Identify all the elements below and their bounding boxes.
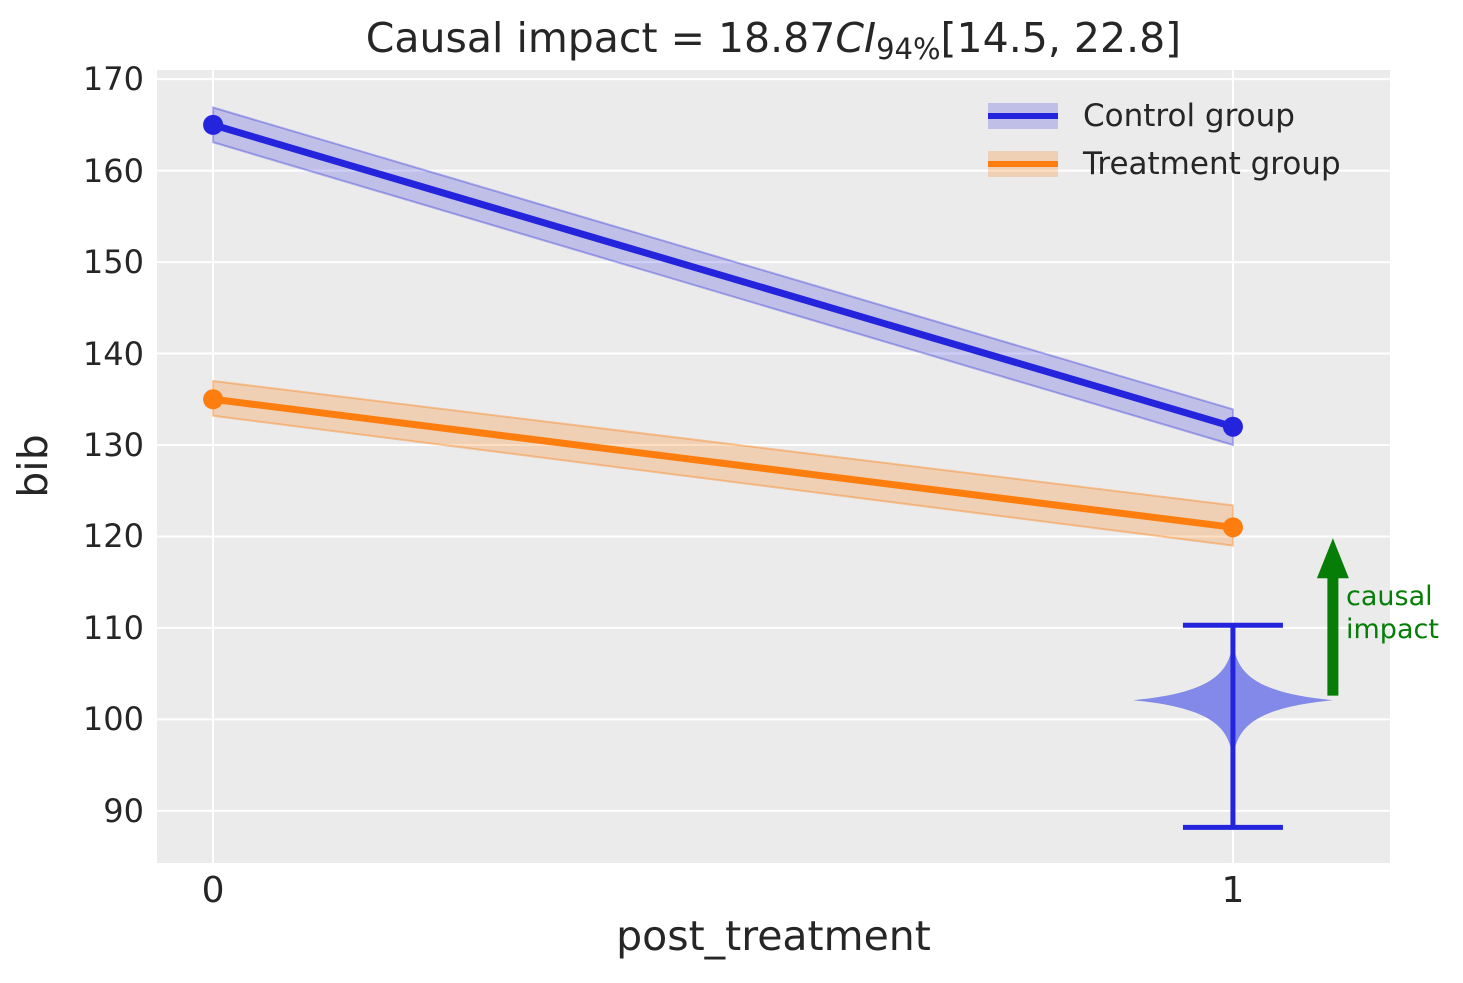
control-group-line-sample bbox=[988, 113, 1058, 119]
series-line-0 bbox=[212, 121, 1234, 431]
title-prefix: Causal impact = 18.87 bbox=[365, 14, 836, 62]
y-tick-label: 140 bbox=[82, 334, 144, 373]
series-line-1 bbox=[212, 395, 1234, 531]
y-tick-label: 170 bbox=[82, 60, 144, 99]
y-tick-label: 150 bbox=[82, 243, 144, 282]
treatment-group-line-sample bbox=[988, 161, 1058, 167]
legend-label-control: Control group bbox=[1083, 98, 1295, 134]
series-marker-0 bbox=[203, 114, 224, 135]
causal-impact-arrow-head bbox=[1316, 538, 1349, 579]
series-marker-1 bbox=[1222, 517, 1243, 538]
legend-label-treatment: Treatment group bbox=[1083, 146, 1341, 182]
legend-item-control: Control group bbox=[988, 92, 1341, 140]
x-tick-label: 1 bbox=[1221, 870, 1245, 911]
legend-item-treatment: Treatment group bbox=[988, 140, 1341, 188]
legend: Control group Treatment group bbox=[988, 92, 1341, 188]
title-ci-subscript: 94% bbox=[876, 32, 941, 66]
control-group-swatch bbox=[988, 103, 1058, 129]
treatment-group-swatch bbox=[988, 151, 1058, 177]
y-tick-label: 130 bbox=[82, 426, 144, 464]
title-interval: [14.5, 22.8] bbox=[940, 14, 1182, 62]
series-marker-0 bbox=[1222, 416, 1243, 437]
title-ci: CI bbox=[835, 14, 877, 62]
chart-title: Causal impact = 18.87CI94%[14.5, 22.8] bbox=[157, 14, 1390, 66]
y-tick-label: 90 bbox=[103, 791, 144, 830]
x-axis-label: post_treatment bbox=[616, 912, 931, 960]
y-tick-label: 120 bbox=[82, 517, 144, 556]
x-tick-label: 0 bbox=[201, 870, 225, 911]
series-marker-1 bbox=[203, 389, 224, 410]
y-tick-label: 110 bbox=[82, 608, 144, 647]
y-tick-label: 100 bbox=[82, 700, 144, 739]
y-tick-label: 160 bbox=[82, 151, 144, 190]
causal-impact-annotation: causal impact bbox=[1346, 581, 1439, 645]
